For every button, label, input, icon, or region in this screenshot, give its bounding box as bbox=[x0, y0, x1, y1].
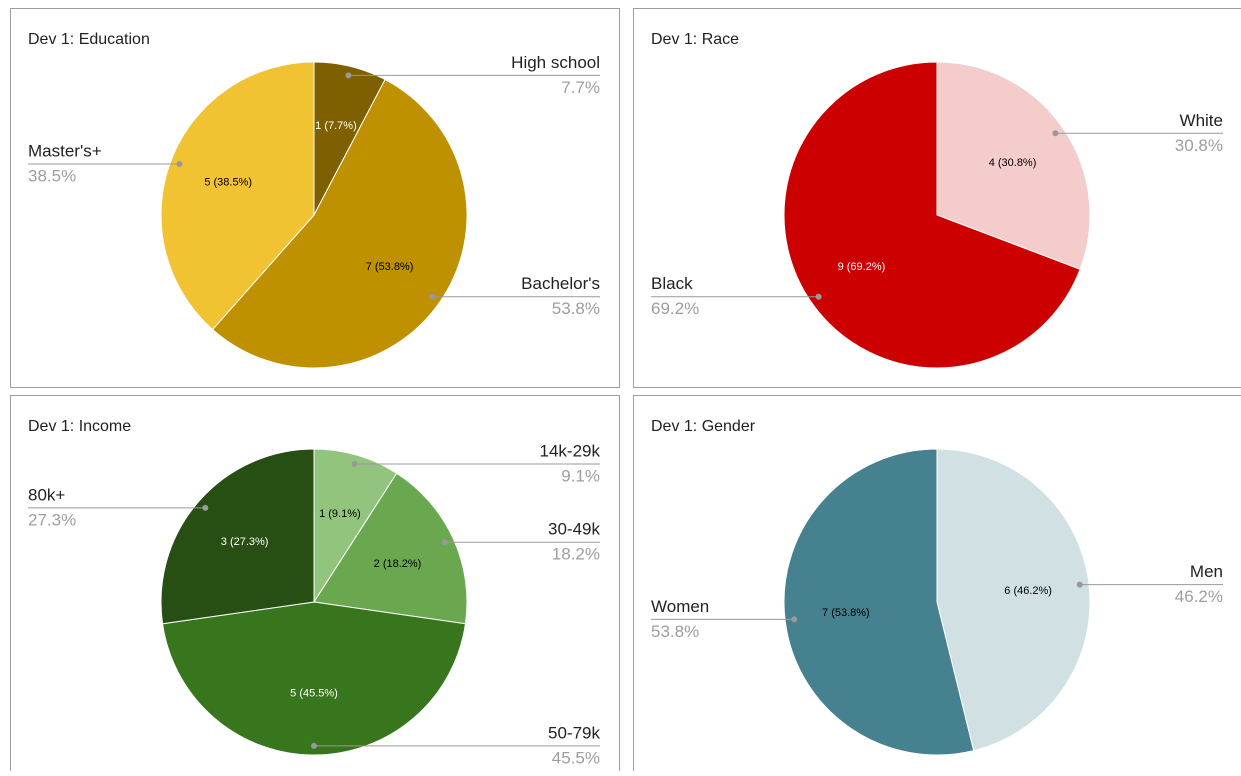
leader-dot bbox=[816, 294, 822, 300]
leader-dot bbox=[442, 539, 448, 545]
legend-name: White bbox=[1180, 111, 1223, 130]
leader-dot bbox=[352, 461, 358, 467]
legend-name: 14k-29k bbox=[540, 441, 601, 460]
legend-percent: 46.2% bbox=[1175, 587, 1223, 606]
legend-percent: 53.8% bbox=[552, 299, 600, 318]
slice-label: 2 (18.2%) bbox=[374, 558, 422, 570]
legend-name: Bachelor's bbox=[521, 274, 600, 293]
slice-label: 7 (53.8%) bbox=[822, 607, 870, 619]
leader-dot bbox=[1077, 582, 1083, 588]
slice-label: 1 (7.7%) bbox=[315, 120, 357, 132]
legend-name: 30-49k bbox=[548, 520, 600, 539]
leader-dot bbox=[345, 72, 351, 78]
legend-percent: 18.2% bbox=[552, 545, 600, 564]
slice-label: 5 (38.5%) bbox=[204, 176, 252, 188]
slice-label: 5 (45.5%) bbox=[290, 688, 338, 700]
legend-percent: 69.2% bbox=[651, 299, 699, 318]
slice-label: 7 (53.8%) bbox=[366, 261, 414, 273]
leader-dot bbox=[791, 616, 797, 622]
slice-label: 1 (9.1%) bbox=[319, 508, 361, 520]
legend-name: Black bbox=[651, 274, 693, 293]
slice-label: 9 (69.2%) bbox=[838, 261, 886, 273]
legend-name: Men bbox=[1190, 562, 1223, 581]
chart-title: Dev 1: Education bbox=[28, 31, 150, 48]
slice-label: 6 (46.2%) bbox=[1004, 585, 1052, 597]
legend-percent: 27.3% bbox=[28, 510, 76, 529]
legend-name: Women bbox=[651, 597, 709, 616]
legend-name: Master's+ bbox=[28, 141, 102, 160]
leader-dot bbox=[1052, 130, 1058, 136]
chart-title: Dev 1: Income bbox=[28, 418, 131, 435]
legend-name: 50-79k bbox=[548, 723, 600, 742]
slice-label: 4 (30.8%) bbox=[989, 157, 1037, 169]
leader-dot bbox=[311, 743, 317, 749]
leader-dot bbox=[177, 161, 183, 167]
legend-percent: 45.5% bbox=[552, 748, 600, 767]
legend-percent: 7.7% bbox=[561, 78, 600, 97]
legend-percent: 30.8% bbox=[1175, 136, 1223, 155]
legend-percent: 53.8% bbox=[651, 622, 699, 641]
chart-title: Dev 1: Gender bbox=[651, 418, 756, 435]
legend-name: High school bbox=[511, 53, 600, 72]
leader-dot bbox=[429, 294, 435, 300]
leader-dot bbox=[202, 505, 208, 511]
legend-name: 80k+ bbox=[28, 485, 65, 504]
chart-title: Dev 1: Race bbox=[651, 31, 739, 48]
legend-percent: 9.1% bbox=[561, 466, 600, 485]
slice-label: 3 (27.3%) bbox=[221, 536, 269, 548]
legend-percent: 38.5% bbox=[28, 166, 76, 185]
